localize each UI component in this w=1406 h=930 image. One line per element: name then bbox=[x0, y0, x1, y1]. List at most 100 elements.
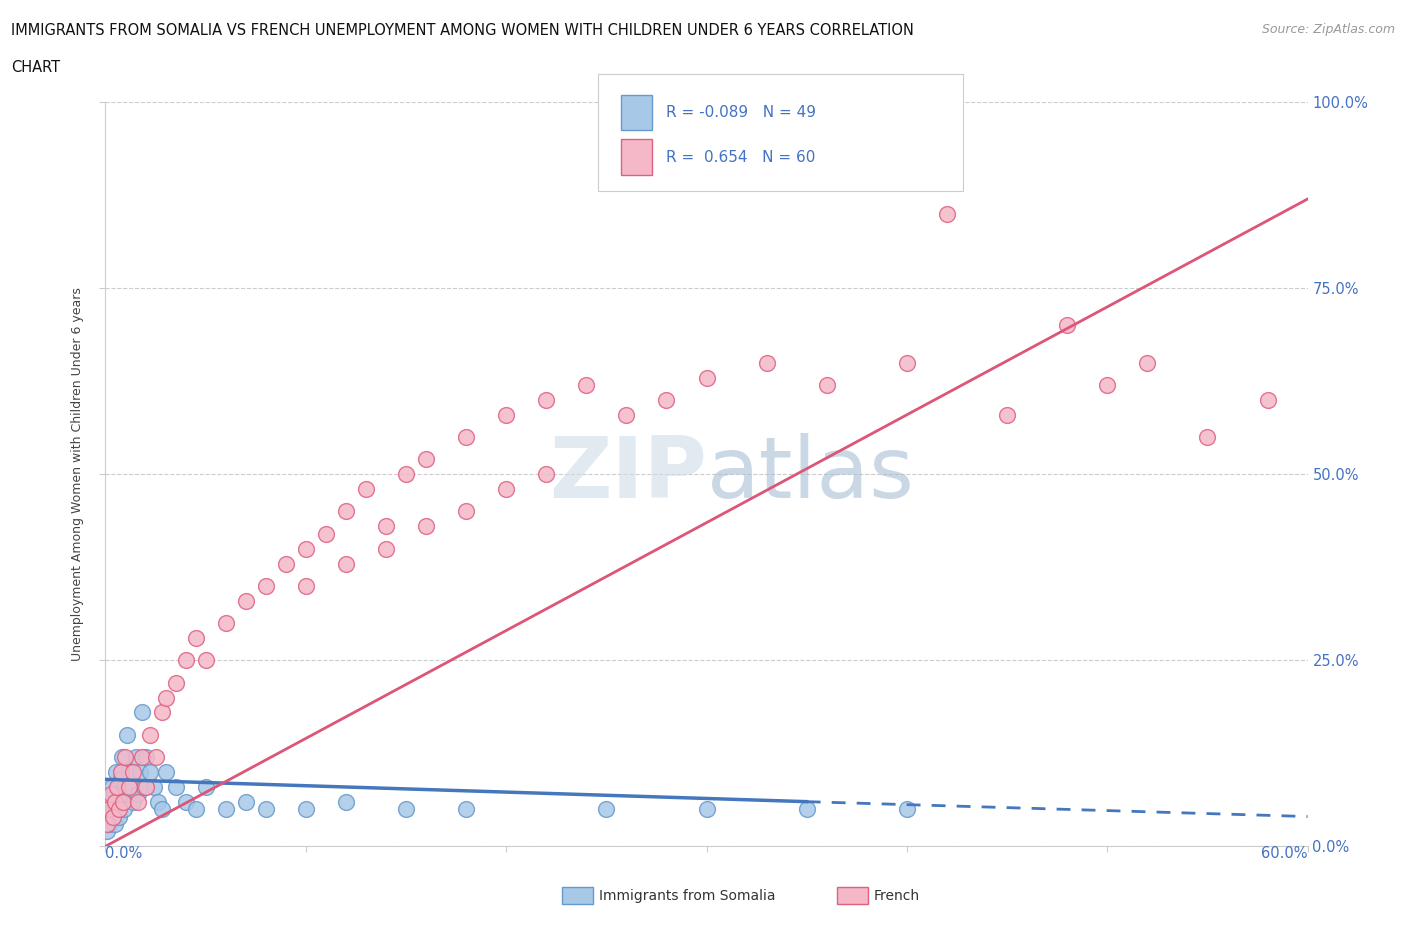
Point bbox=[98, 817, 121, 831]
Point bbox=[254, 802, 277, 817]
Point bbox=[114, 779, 136, 794]
Point bbox=[107, 779, 129, 794]
Point bbox=[194, 779, 217, 794]
Point bbox=[112, 787, 135, 802]
Point bbox=[135, 750, 157, 764]
Point bbox=[254, 578, 277, 593]
Point bbox=[335, 504, 357, 519]
Point bbox=[98, 802, 121, 817]
Point bbox=[395, 802, 418, 817]
Point bbox=[112, 794, 135, 809]
Point bbox=[796, 802, 818, 817]
Point bbox=[696, 802, 718, 817]
Point bbox=[122, 794, 145, 809]
Point bbox=[896, 355, 918, 370]
Point bbox=[100, 794, 122, 809]
Point bbox=[495, 407, 517, 422]
Point bbox=[114, 750, 136, 764]
Point bbox=[174, 653, 197, 668]
Point bbox=[165, 779, 187, 794]
Text: Source: ZipAtlas.com: Source: ZipAtlas.com bbox=[1261, 23, 1395, 36]
Point bbox=[214, 616, 236, 631]
Point bbox=[295, 802, 318, 817]
Point bbox=[150, 802, 173, 817]
Point bbox=[1257, 392, 1279, 407]
Point bbox=[135, 779, 157, 794]
Point bbox=[111, 750, 134, 764]
Y-axis label: Unemployment Among Women with Children Under 6 years: Unemployment Among Women with Children U… bbox=[70, 287, 84, 661]
Point bbox=[131, 750, 153, 764]
Point bbox=[104, 794, 127, 809]
Point bbox=[146, 794, 169, 809]
Point bbox=[295, 578, 318, 593]
Point bbox=[936, 206, 959, 221]
Point bbox=[595, 802, 617, 817]
Text: R =  0.654   N = 60: R = 0.654 N = 60 bbox=[666, 150, 815, 165]
Point bbox=[110, 794, 132, 809]
Point bbox=[138, 764, 160, 779]
Point bbox=[100, 787, 122, 802]
Point bbox=[194, 653, 217, 668]
Point bbox=[145, 750, 167, 764]
Point bbox=[107, 802, 129, 817]
Point bbox=[127, 787, 149, 802]
Text: Immigrants from Somalia: Immigrants from Somalia bbox=[599, 888, 776, 903]
Text: 60.0%: 60.0% bbox=[1261, 846, 1308, 861]
Point bbox=[755, 355, 778, 370]
Point bbox=[374, 519, 398, 534]
Point bbox=[104, 817, 127, 831]
Point bbox=[118, 764, 141, 779]
Point bbox=[155, 690, 177, 705]
Point bbox=[184, 802, 207, 817]
Point bbox=[835, 154, 858, 169]
Point bbox=[274, 556, 297, 571]
Point bbox=[108, 802, 131, 817]
Point bbox=[97, 809, 120, 824]
Point bbox=[616, 407, 638, 422]
Point bbox=[103, 809, 125, 824]
Point bbox=[1197, 430, 1219, 445]
Point bbox=[165, 675, 187, 690]
Text: R = -0.089   N = 49: R = -0.089 N = 49 bbox=[666, 105, 817, 120]
Point bbox=[575, 378, 598, 392]
Point bbox=[1056, 318, 1078, 333]
Point bbox=[184, 631, 207, 645]
Point bbox=[103, 802, 125, 817]
Point bbox=[127, 794, 149, 809]
Point bbox=[696, 370, 718, 385]
Text: atlas: atlas bbox=[707, 432, 914, 516]
Point bbox=[138, 727, 160, 742]
Point bbox=[108, 809, 131, 824]
Point bbox=[235, 794, 257, 809]
Point bbox=[415, 519, 437, 534]
Point bbox=[495, 482, 517, 497]
Point bbox=[214, 802, 236, 817]
Point bbox=[534, 392, 557, 407]
Point bbox=[815, 378, 838, 392]
Point bbox=[96, 824, 118, 839]
Point bbox=[150, 705, 173, 720]
Point bbox=[534, 467, 557, 482]
Point bbox=[354, 482, 377, 497]
Point bbox=[131, 705, 153, 720]
Text: IMMIGRANTS FROM SOMALIA VS FRENCH UNEMPLOYMENT AMONG WOMEN WITH CHILDREN UNDER 6: IMMIGRANTS FROM SOMALIA VS FRENCH UNEMPL… bbox=[11, 23, 914, 38]
Point bbox=[415, 452, 437, 467]
Text: French: French bbox=[873, 888, 920, 903]
Point bbox=[103, 787, 125, 802]
Point bbox=[128, 764, 150, 779]
Point bbox=[155, 764, 177, 779]
Point bbox=[117, 727, 139, 742]
Point bbox=[655, 392, 678, 407]
Point bbox=[122, 764, 145, 779]
Point bbox=[110, 764, 132, 779]
Point bbox=[395, 467, 418, 482]
Text: ZIP: ZIP bbox=[548, 432, 707, 516]
Point bbox=[1136, 355, 1159, 370]
Point bbox=[374, 541, 398, 556]
Point bbox=[335, 794, 357, 809]
Point bbox=[456, 430, 478, 445]
Point bbox=[796, 169, 818, 184]
Point bbox=[100, 802, 122, 817]
Point bbox=[101, 779, 124, 794]
Point bbox=[295, 541, 318, 556]
